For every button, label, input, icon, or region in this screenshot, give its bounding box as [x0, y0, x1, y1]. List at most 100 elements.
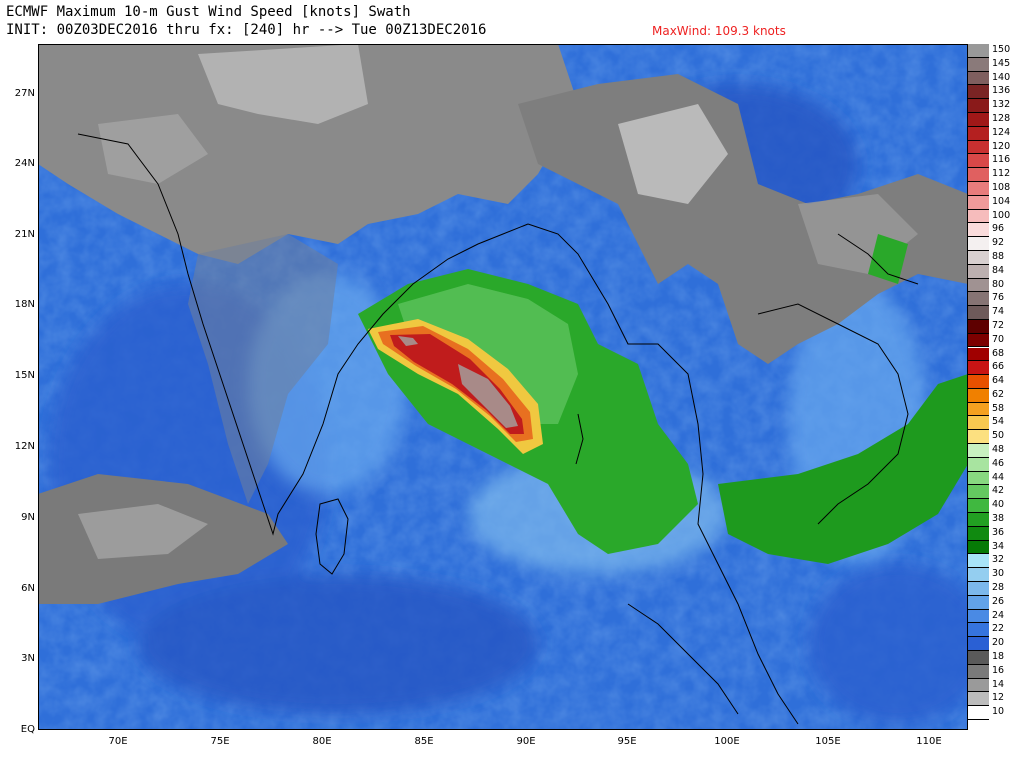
lat-label-27n: 27N [14, 88, 35, 99]
colorbar-label: 84 [992, 264, 1005, 276]
colorbar-step: 46 [968, 457, 1020, 472]
colorbar-label: 140 [992, 71, 1011, 83]
colorbar-step: 68 [968, 347, 1020, 362]
colorbar-label: 92 [992, 237, 1005, 249]
colorbar-step: 150 [968, 44, 1020, 58]
colorbar-step: 20 [968, 637, 1020, 651]
colorbar-label: 16 [992, 664, 1005, 676]
colorbar-swatch [968, 375, 989, 389]
colorbar-step: 18 [968, 651, 1020, 665]
colorbar-label: 80 [992, 278, 1005, 290]
colorbar-step: 42 [968, 485, 1020, 500]
colorbar-step: 145 [968, 57, 1020, 72]
colorbar-step: 48 [968, 444, 1020, 458]
colorbar-label: 96 [992, 223, 1005, 235]
colorbar-label: 100 [992, 209, 1011, 221]
colorbar-label: 112 [992, 168, 1011, 180]
colorbar-label: 48 [992, 444, 1005, 456]
colorbar-swatch [968, 250, 989, 265]
colorbar-label: 132 [992, 99, 1011, 111]
colorbar-step: 132 [968, 99, 1020, 113]
colorbar-swatch [968, 292, 989, 307]
colorbar-step: 58 [968, 402, 1020, 417]
lon-label-95e: 95E [617, 736, 637, 747]
lon-label-110e: 110E [916, 736, 942, 747]
lon-label-70e: 70E [108, 736, 128, 747]
colorbar-swatch [968, 485, 989, 500]
colorbar-step: 28 [968, 582, 1020, 596]
lon-label-85e: 85E [414, 736, 434, 747]
colorbar-swatch [968, 126, 989, 141]
colorbar-label: 30 [992, 568, 1005, 580]
colorbar-step: 14 [968, 678, 1020, 693]
colorbar-swatch [968, 568, 989, 583]
colorbar-label: 76 [992, 292, 1005, 304]
colorbar-swatch [968, 168, 989, 182]
colorbar-label: 116 [992, 154, 1011, 166]
coastlines [77, 133, 919, 725]
colorbar-step: 88 [968, 250, 1020, 265]
colorbar-swatch [968, 99, 989, 113]
colorbar-label: 72 [992, 319, 1005, 331]
lat-label-21n: 21N [14, 229, 35, 240]
colorbar-swatch [968, 181, 989, 196]
colorbar-label: 44 [992, 471, 1005, 483]
colorbar-step: 54 [968, 416, 1020, 431]
lon-label-90e: 90E [516, 736, 536, 747]
wind-speed-colorbar: 150 145 140 136 132 128 124 120 116 112 108 104 100 9… [968, 44, 1020, 720]
colorbar-swatch [968, 140, 989, 155]
colorbar-label: 88 [992, 250, 1005, 262]
colorbar-swatch [968, 637, 989, 651]
colorbar-label: 34 [992, 540, 1005, 552]
colorbar-step: 62 [968, 388, 1020, 403]
colorbar-label: 74 [992, 306, 1005, 318]
colorbar-label: 38 [992, 513, 1005, 525]
colorbar-swatch [968, 319, 989, 334]
colorbar-swatch [968, 361, 989, 376]
colorbar-step: 124 [968, 126, 1020, 141]
colorbar-label: 70 [992, 333, 1005, 345]
colorbar-step: 40 [968, 499, 1020, 514]
colorbar-swatch [968, 71, 989, 86]
colorbar-swatch [968, 623, 989, 638]
land-area [38, 44, 968, 604]
lat-label-9n: 9N [21, 512, 35, 523]
colorbar-label: 104 [992, 195, 1011, 207]
colorbar-swatch [968, 306, 989, 320]
colorbar-label: 24 [992, 609, 1005, 621]
colorbar-step: 16 [968, 664, 1020, 679]
colorbar-step: 38 [968, 513, 1020, 527]
colorbar-swatch [968, 402, 989, 417]
colorbar-label: 64 [992, 375, 1005, 387]
colorbar-step: 64 [968, 375, 1020, 389]
colorbar-label: 120 [992, 140, 1011, 152]
lat-label-6n: 6N [21, 583, 35, 594]
colorbar-step: 74 [968, 306, 1020, 320]
colorbar-swatch [968, 595, 989, 610]
colorbar-swatch [968, 444, 989, 458]
colorbar-swatch [968, 154, 989, 169]
colorbar-swatch [968, 609, 989, 624]
colorbar-swatch [968, 526, 989, 541]
lon-label-105e: 105E [815, 736, 841, 747]
lon-label-75e: 75E [210, 736, 230, 747]
colorbar-label: 150 [992, 44, 1011, 55]
colorbar-step: 112 [968, 168, 1020, 182]
colorbar-label: 66 [992, 361, 1005, 373]
colorbar-swatch [968, 554, 989, 569]
colorbar-step: 66 [968, 361, 1020, 376]
lon-label-80e: 80E [312, 736, 332, 747]
lon-label-100e: 100E [714, 736, 740, 747]
colorbar-swatch [968, 430, 989, 445]
colorbar-swatch [968, 651, 989, 665]
colorbar-step: 12 [968, 692, 1020, 707]
colorbar-swatch [968, 112, 989, 127]
colorbar-step: 36 [968, 526, 1020, 541]
colorbar-swatch [968, 278, 989, 293]
colorbar-swatch [968, 664, 989, 679]
colorbar-label: 26 [992, 595, 1005, 607]
max-wind-readout: MaxWind: 109.3 knots [652, 24, 786, 38]
colorbar-step: 108 [968, 181, 1020, 196]
lat-label-24n: 24N [14, 158, 35, 169]
colorbar-step: 26 [968, 595, 1020, 610]
